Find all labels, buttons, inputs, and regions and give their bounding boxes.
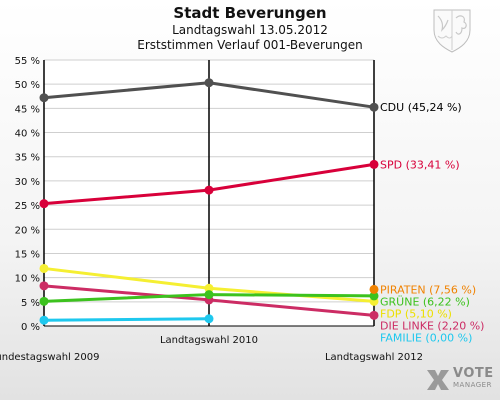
series-label: CDU (45,24 %) bbox=[380, 101, 462, 114]
series-familie bbox=[39, 314, 214, 325]
chart-series bbox=[39, 78, 379, 325]
chart-title: Stadt Beverungen bbox=[173, 4, 327, 22]
y-tick-label: 25 % bbox=[15, 201, 40, 212]
data-point bbox=[39, 199, 49, 209]
series-label: FAMILIE (0,00 %) bbox=[380, 331, 472, 344]
series-label: GRÜNE (6,22 %) bbox=[380, 295, 470, 308]
series-line bbox=[42, 188, 211, 206]
y-tick-label: 30 % bbox=[15, 177, 40, 188]
data-point bbox=[369, 159, 379, 169]
coat-of-arms-icon bbox=[433, 9, 471, 53]
series-line bbox=[42, 266, 211, 290]
data-point bbox=[39, 281, 49, 291]
x-tick-label: Landtagswahl 2010 bbox=[160, 335, 258, 346]
logo-text-manager: MANAGER bbox=[453, 381, 492, 389]
y-axis-ticks: 0 % 5 % 10 % 15 % 20 % 25 % 30 % 35 % 40 % 45 % 50… bbox=[15, 56, 40, 333]
logo-text-vote: VOTE bbox=[453, 366, 494, 381]
data-point bbox=[369, 291, 379, 301]
series-label: DIE LINKE (2,20 %) bbox=[380, 319, 484, 332]
series-line bbox=[207, 298, 376, 317]
y-tick-label: 40 % bbox=[15, 129, 40, 140]
data-point bbox=[369, 102, 379, 112]
series-line bbox=[42, 81, 211, 100]
series-spd bbox=[39, 159, 379, 209]
data-point bbox=[369, 284, 379, 294]
y-tick-label: 0 % bbox=[21, 322, 40, 333]
series-line bbox=[42, 284, 211, 302]
votemanager-logo: VOTE MANAGER bbox=[425, 366, 495, 396]
votemanager-x-icon bbox=[427, 370, 449, 390]
data-point bbox=[204, 78, 214, 88]
series-line bbox=[207, 81, 376, 109]
y-tick-label: 35 % bbox=[15, 153, 40, 164]
data-point bbox=[204, 314, 214, 324]
data-point bbox=[204, 290, 214, 300]
x-tick-label: Landtagswahl 2012 bbox=[325, 352, 423, 363]
data-point bbox=[369, 310, 379, 320]
data-point bbox=[39, 263, 49, 273]
series-label: SPD (33,41 %) bbox=[380, 158, 460, 171]
x-axis-labels: Bundestagswahl 2009 Landtagswahl 2010 Land… bbox=[0, 335, 423, 363]
series-labels: CDU (45,24 %) SPD (33,41 %) PIRATEN (7,56 … bbox=[380, 101, 484, 344]
chart-subtitle-district: Erststimmen Verlauf 001-Beverungen bbox=[137, 38, 363, 52]
series-line bbox=[207, 293, 376, 298]
series-line bbox=[207, 162, 376, 192]
data-point bbox=[39, 296, 49, 306]
y-tick-label: 5 % bbox=[21, 298, 40, 309]
x-tick-label: Bundestagswahl 2009 bbox=[0, 352, 99, 363]
series-gr-ne bbox=[39, 290, 379, 306]
y-tick-label: 15 % bbox=[15, 249, 40, 260]
data-point bbox=[204, 185, 214, 195]
chart-subtitle-election: Landtagswahl 13.05.2012 bbox=[172, 23, 328, 37]
y-tick-label: 20 % bbox=[15, 225, 40, 236]
data-point bbox=[39, 315, 49, 325]
y-tick-label: 45 % bbox=[15, 104, 40, 115]
series-piraten bbox=[369, 284, 379, 294]
y-tick-label: 50 % bbox=[15, 80, 40, 91]
series-line bbox=[42, 317, 211, 322]
series-label: FDP (5,10 %) bbox=[380, 307, 452, 320]
series-label: PIRATEN (7,56 %) bbox=[380, 283, 476, 296]
series-line bbox=[42, 293, 211, 303]
data-point bbox=[39, 93, 49, 103]
y-tick-label: 55 % bbox=[15, 56, 40, 67]
data-point bbox=[204, 283, 214, 293]
series-cdu bbox=[39, 78, 379, 112]
y-tick-label: 10 % bbox=[15, 274, 40, 285]
